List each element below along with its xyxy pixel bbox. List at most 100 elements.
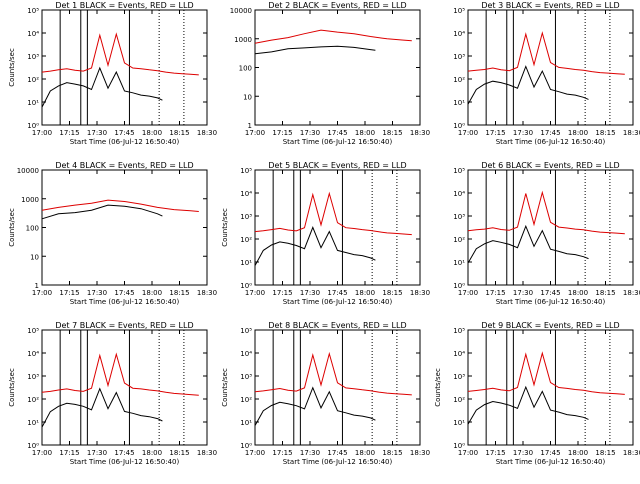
y-tick-label: 10³	[453, 213, 465, 221]
y-tick-label: 10³	[27, 373, 39, 381]
y-tick-label: 10⁰	[27, 122, 39, 130]
x-tick-label: 18:00	[355, 449, 375, 457]
y-tick-label: 10¹	[453, 99, 465, 107]
detector-plot-5: Det 5 BLACK = Events, RED = LLD 10⁰ 10¹ 10²…	[221, 161, 430, 306]
plot-frame	[467, 9, 634, 126]
plot-title: Det 9 BLACK = Events, RED = LLD	[481, 321, 619, 330]
y-tick-label: 10	[243, 93, 252, 101]
series-lld-line	[41, 32, 199, 76]
y-axis-label: Counts/sec	[8, 368, 16, 407]
y-tick-label: 10¹	[453, 259, 465, 267]
x-tick-label: 17:15	[59, 449, 79, 457]
x-tick-label: 18:30	[623, 289, 640, 297]
x-axis-label: Start Time (06-Jul-12 16:50:40)	[283, 138, 393, 146]
x-axis-label: Start Time (06-Jul-12 16:50:40)	[283, 458, 393, 466]
series-lld-line	[254, 191, 412, 236]
x-tick-label: 18:15	[595, 129, 615, 137]
y-tick-label: 10⁴	[240, 190, 252, 198]
series-events-line	[41, 204, 163, 220]
y-tick-label: 1000	[21, 196, 39, 204]
x-tick-label: 18:00	[568, 449, 588, 457]
x-tick-label: 18:00	[568, 289, 588, 297]
series-events-line	[41, 66, 163, 108]
y-tick-label: 10⁰	[240, 442, 252, 450]
series-lld-line	[467, 190, 625, 235]
x-axis-label: Start Time (06-Jul-12 16:50:40)	[496, 138, 606, 146]
x-tick-label: 17:45	[327, 129, 347, 137]
x-tick-label: 18:30	[197, 449, 217, 457]
x-tick-label: 17:30	[300, 449, 320, 457]
y-tick-label: 10⁵	[27, 327, 39, 335]
x-tick-label: 18:00	[142, 289, 162, 297]
series-events-line	[467, 224, 589, 264]
detector-plot-7: Det 7 BLACK = Events, RED = LLD 10⁰ 10¹ 10²…	[8, 321, 217, 466]
y-tick-label: 10¹	[453, 419, 465, 427]
detector-plot-1: Det 1 BLACK = Events, RED = LLD 10⁰ 10¹ 10²…	[8, 1, 217, 146]
x-tick-label: 18:15	[595, 289, 615, 297]
plot-frame	[254, 9, 421, 126]
y-axis-label: Counts/sec	[221, 208, 229, 247]
y-tick-label: 10⁴	[27, 30, 39, 38]
y-tick-label: 10²	[453, 236, 465, 244]
x-tick-label: 18:30	[197, 289, 217, 297]
plot-frame	[467, 329, 634, 446]
y-tick-label: 10¹	[27, 419, 39, 427]
y-axis-label: Counts/sec	[434, 368, 442, 407]
x-axis-label: Start Time (06-Jul-12 16:50:40)	[496, 298, 606, 306]
y-tick-label: 10⁰	[453, 442, 465, 450]
y-tick-label: 10⁴	[453, 30, 465, 38]
x-tick-label: 18:15	[169, 289, 189, 297]
y-tick-label: 10⁵	[240, 327, 252, 335]
x-tick-label: 17:00	[458, 289, 478, 297]
x-tick-label: 17:30	[300, 129, 320, 137]
y-axis-label: Counts/sec	[221, 368, 229, 407]
y-axis-label: Counts/sec	[8, 48, 16, 87]
x-tick-label: 18:30	[623, 129, 640, 137]
series-events-line	[41, 387, 163, 428]
y-tick-label: 100	[26, 225, 39, 233]
x-tick-label: 17:30	[87, 129, 107, 137]
plot-frame	[41, 169, 208, 286]
series-lld-line	[254, 351, 412, 396]
x-tick-label: 17:00	[458, 449, 478, 457]
detector-plot-6: Det 6 BLACK = Events, RED = LLD 10⁰ 10¹ 10²…	[453, 161, 640, 306]
y-tick-label: 10000	[230, 7, 252, 15]
y-tick-label: 1	[248, 122, 252, 130]
x-tick-label: 18:15	[382, 449, 402, 457]
x-tick-label: 17:15	[272, 129, 292, 137]
y-tick-label: 10²	[240, 396, 252, 404]
x-tick-label: 17:30	[513, 129, 533, 137]
series-lld-line	[467, 31, 625, 75]
y-tick-label: 1	[35, 282, 39, 290]
y-tick-label: 10³	[240, 213, 252, 221]
x-tick-label: 18:00	[142, 449, 162, 457]
x-tick-label: 17:30	[87, 289, 107, 297]
x-tick-label: 17:30	[513, 289, 533, 297]
plot-title: Det 8 BLACK = Events, RED = LLD	[268, 321, 406, 330]
x-tick-label: 17:00	[245, 129, 265, 137]
x-tick-label: 17:45	[327, 289, 347, 297]
y-tick-label: 10⁵	[453, 167, 465, 175]
plot-frame	[254, 169, 421, 286]
y-tick-label: 10⁵	[453, 327, 465, 335]
y-tick-label: 10³	[240, 373, 252, 381]
x-tick-label: 17:00	[245, 449, 265, 457]
y-tick-label: 10⁴	[240, 350, 252, 358]
x-tick-label: 17:30	[300, 289, 320, 297]
series-events-line	[254, 45, 376, 55]
x-tick-label: 17:00	[32, 129, 52, 137]
plot-title: Det 1 BLACK = Events, RED = LLD	[55, 1, 193, 10]
y-tick-label: 10¹	[27, 99, 39, 107]
x-tick-label: 17:45	[540, 129, 560, 137]
x-tick-label: 17:30	[513, 449, 533, 457]
y-tick-label: 10²	[453, 396, 465, 404]
detector-plot-8: Det 8 BLACK = Events, RED = LLD 10⁰ 10¹ 10²…	[221, 321, 430, 466]
y-tick-label: 10⁴	[453, 350, 465, 358]
plot-frame	[41, 9, 208, 126]
x-tick-label: 18:00	[142, 129, 162, 137]
x-axis-label: Start Time (06-Jul-12 16:50:40)	[283, 298, 393, 306]
plot-title: Det 6 BLACK = Events, RED = LLD	[481, 161, 619, 170]
y-tick-label: 10⁰	[240, 282, 252, 290]
y-tick-label: 10⁴	[27, 350, 39, 358]
